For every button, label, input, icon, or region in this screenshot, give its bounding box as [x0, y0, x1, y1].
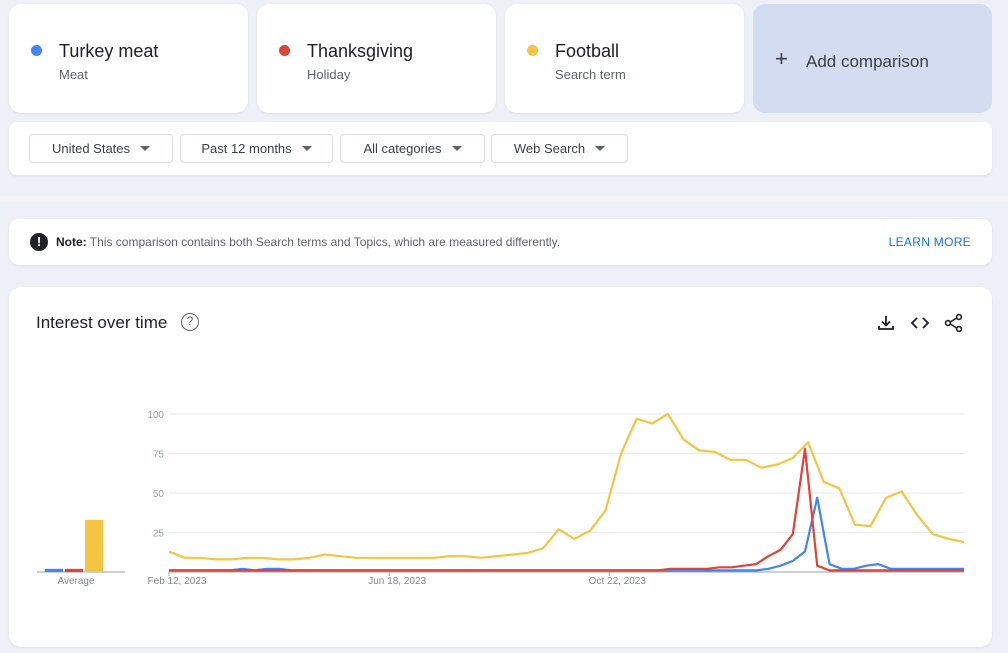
average-bar[interactable] — [45, 568, 63, 572]
section-divider — [0, 196, 1008, 202]
chart-title: Interest over time — [36, 313, 168, 332]
add-comparison-button[interactable]: + Add comparison — [753, 4, 992, 113]
term-name: Turkey meat — [59, 41, 159, 61]
learn-more-link[interactable]: LEARN MORE — [888, 235, 971, 249]
x-tick-label: Jun 18, 2023 — [368, 576, 426, 587]
period-dropdown[interactable]: Past 12 months — [180, 134, 333, 163]
x-tick-label: Feb 12, 2023 — [148, 576, 207, 587]
series-line-football[interactable] — [168, 412, 965, 561]
y-tick-label: 50 — [153, 489, 165, 500]
share-icon[interactable] — [943, 313, 965, 333]
search-type-dropdown[interactable]: Web Search — [491, 134, 628, 163]
note-message: This comparison contains both Search ter… — [89, 235, 561, 249]
term-card-thanksgiving[interactable]: Thanksgiving Holiday — [257, 4, 496, 113]
term-type: Search term — [555, 67, 626, 82]
series-line-thanksgiving[interactable] — [169, 447, 964, 572]
note-banner: ! Note: This comparison contains both Se… — [9, 219, 992, 265]
region-label: United States — [51, 141, 131, 156]
add-comparison-label: Add comparison — [806, 52, 929, 71]
caret-down-icon — [140, 146, 151, 151]
caret-down-icon — [451, 146, 462, 151]
interest-over-time-chart[interactable]: 25 50 75 100 Feb 12, 2023 Jun 18, 2023 Oct 22,… — [9, 287, 992, 647]
region-dropdown[interactable]: United States — [29, 134, 173, 163]
term-card-football[interactable]: Football Search term — [505, 4, 744, 113]
football-color-dot — [527, 45, 538, 56]
average-bar[interactable] — [85, 519, 103, 572]
plus-icon: + — [775, 46, 788, 71]
caret-down-icon — [301, 146, 312, 151]
note-text: Note: This comparison contains both Sear… — [56, 235, 560, 249]
download-icon[interactable] — [875, 313, 897, 333]
help-icon[interactable]: ? — [181, 313, 199, 331]
interest-over-time-card: Interest over time ? 25 50 75 100 Feb 12, 20… — [9, 287, 992, 647]
term-card-turkey-meat[interactable]: Turkey meat Meat — [9, 4, 248, 113]
x-tick-label: Oct 22, 2023 — [589, 576, 647, 587]
average-bar[interactable] — [65, 568, 83, 572]
caret-down-icon — [595, 146, 606, 151]
term-type: Meat — [59, 67, 88, 82]
term-name: Football — [555, 41, 620, 61]
filter-bar: United States Past 12 months All categor… — [9, 122, 992, 175]
note-label: Note: — [56, 235, 87, 249]
search-type-label: Web Search — [513, 141, 586, 156]
y-tick-label: 75 — [153, 450, 165, 461]
turkey-meat-color-dot — [31, 45, 42, 56]
period-label: Past 12 months — [201, 141, 292, 156]
y-tick-label: 100 — [147, 410, 164, 421]
category-label: All categories — [363, 141, 442, 156]
average-label: Average — [57, 576, 95, 587]
category-dropdown[interactable]: All categories — [340, 134, 485, 163]
term-type: Holiday — [307, 67, 351, 82]
embed-code-icon[interactable] — [909, 313, 931, 333]
term-name: Thanksgiving — [307, 41, 414, 61]
y-tick-label: 25 — [153, 529, 165, 540]
thanksgiving-color-dot — [279, 45, 290, 56]
alert-icon: ! — [30, 233, 48, 251]
